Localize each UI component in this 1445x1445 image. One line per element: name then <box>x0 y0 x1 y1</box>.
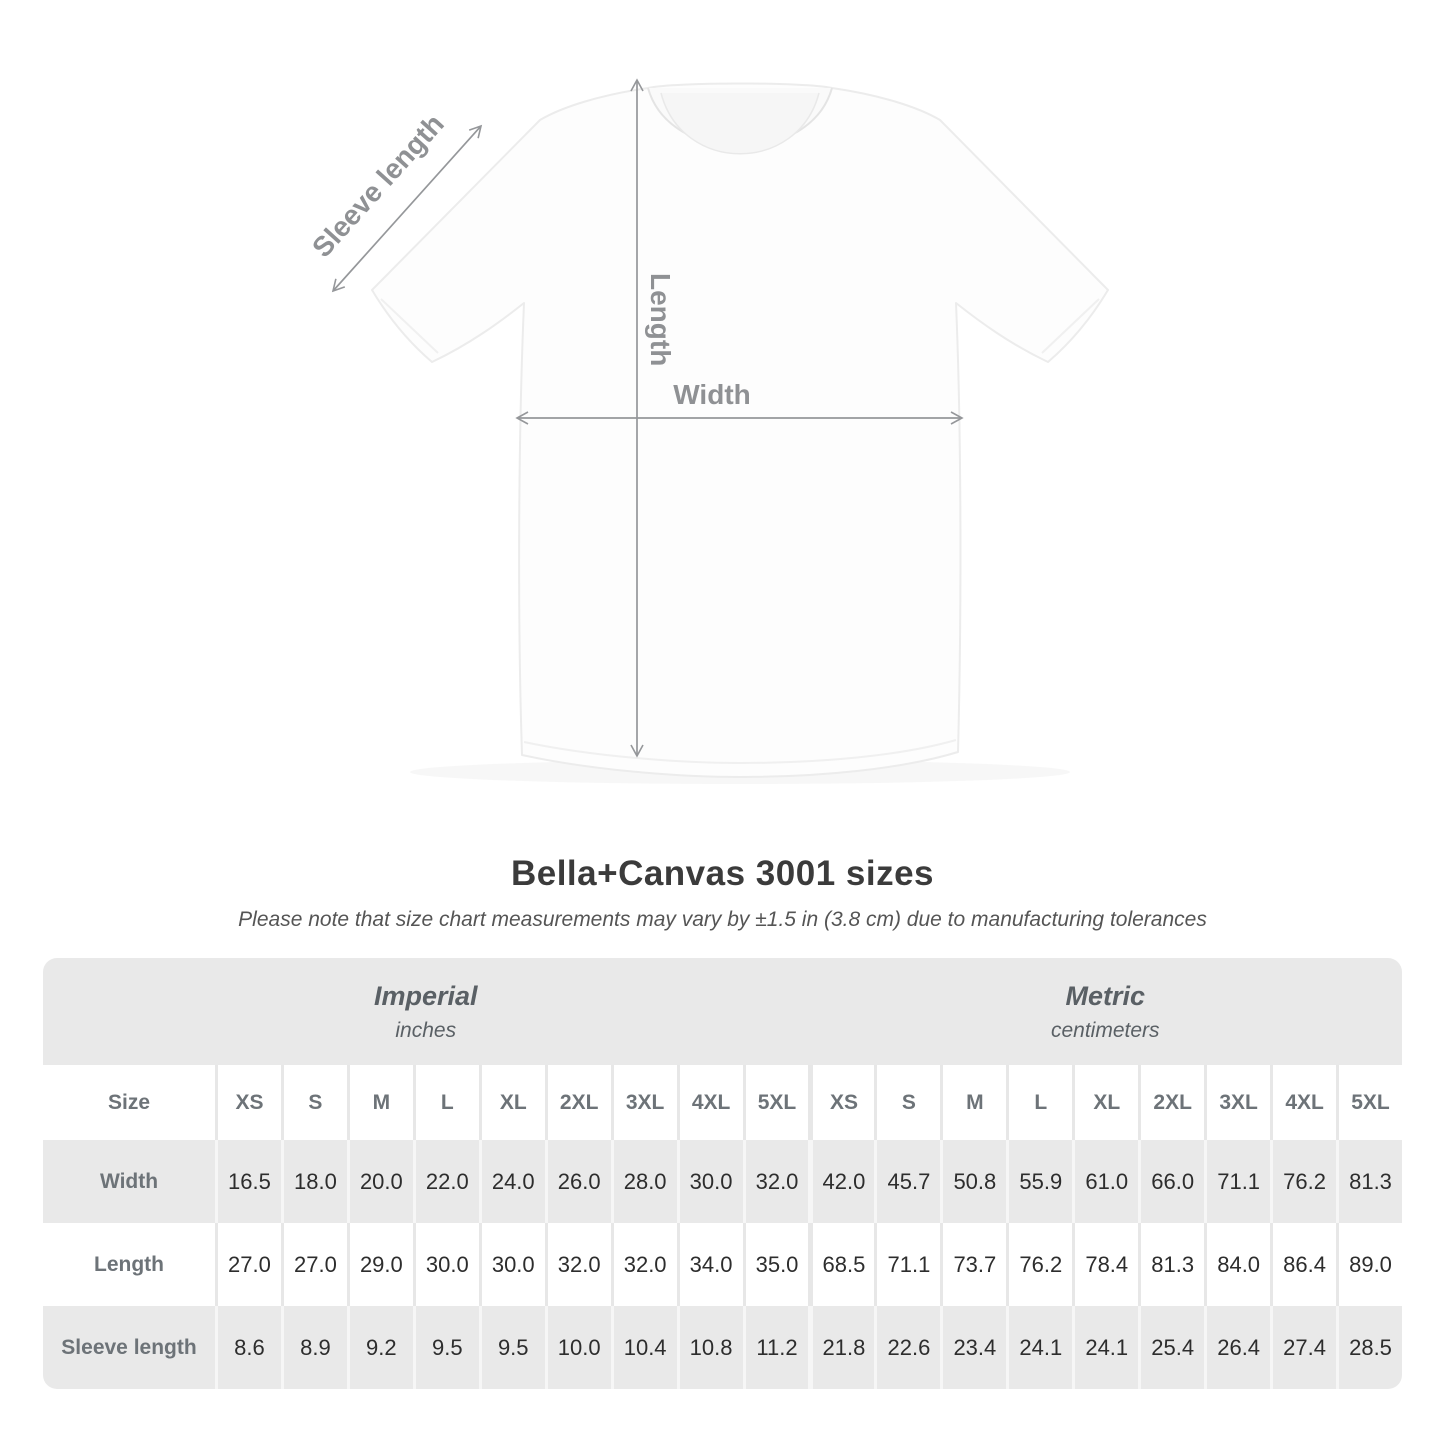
length-imperial-4xl: 34.0 <box>676 1223 743 1306</box>
width-imperial-xl: 24.0 <box>478 1140 545 1223</box>
sleeve-imperial-4xl: 10.8 <box>676 1306 743 1389</box>
width-imperial-l: 22.0 <box>412 1140 479 1223</box>
metric-sublabel: centimeters <box>1050 1018 1160 1042</box>
size-header-metric-xl: XL <box>1072 1065 1138 1140</box>
sleeve-metric-xl: 24.1 <box>1072 1306 1138 1389</box>
sleeve-length-arrow <box>331 124 483 293</box>
size-column-header: Size <box>107 1090 151 1114</box>
width-metric-3xl: 71.1 <box>1204 1140 1270 1223</box>
metric-header: Metric centimeters <box>809 958 1403 1065</box>
size-header-metric-5xl: 5XL <box>1336 1065 1402 1140</box>
sleeve-imperial-s: 8.9 <box>280 1306 347 1389</box>
length-imperial-l: 30.0 <box>412 1223 479 1306</box>
unit-header-row: Imperial inches Metric centimeters <box>43 958 1402 1065</box>
length-metric-3xl: 84.0 <box>1204 1223 1270 1306</box>
width-label: Width <box>673 379 751 410</box>
length-imperial-m: 29.0 <box>346 1223 413 1306</box>
tolerance-note: Please note that size chart measurements… <box>238 908 1207 931</box>
width-metric-4xl: 76.2 <box>1270 1140 1336 1223</box>
length-row: Length 27.0 27.0 29.0 30.0 30.0 32.0 32.… <box>43 1223 1402 1306</box>
sleeve-imperial-3xl: 10.4 <box>610 1306 677 1389</box>
sleeve-metric-s: 22.6 <box>874 1306 940 1389</box>
width-metric-l: 55.9 <box>1006 1140 1072 1223</box>
length-metric-4xl: 86.4 <box>1270 1223 1336 1306</box>
size-header-imperial-3xl: 3XL <box>610 1065 677 1140</box>
imperial-header: Imperial inches <box>43 958 809 1065</box>
sleeve-row-label: Sleeve length <box>61 1335 197 1359</box>
page-title: Bella+Canvas 3001 sizes <box>510 854 935 893</box>
width-metric-xs: 42.0 <box>808 1140 874 1223</box>
width-metric-5xl: 81.3 <box>1336 1140 1402 1223</box>
length-row-label: Length <box>94 1252 164 1276</box>
tshirt-graphic: Sleeve length Length Width <box>306 78 1109 784</box>
width-row: Width 16.5 18.0 20.0 22.0 24.0 26.0 28.0… <box>43 1140 1402 1223</box>
length-metric-m: 73.7 <box>940 1223 1006 1306</box>
width-row-label: Width <box>99 1169 159 1193</box>
length-label: Length <box>645 273 676 366</box>
tshirt-silhouette <box>371 82 1109 784</box>
length-metric-5xl: 89.0 <box>1336 1223 1402 1306</box>
size-header-imperial-4xl: 4XL <box>676 1065 743 1140</box>
size-header-metric-xs: XS <box>808 1065 874 1140</box>
size-header-metric-3xl: 3XL <box>1204 1065 1270 1140</box>
width-metric-s: 45.7 <box>874 1140 940 1223</box>
width-imperial-3xl: 28.0 <box>610 1140 677 1223</box>
size-header-metric-l: L <box>1006 1065 1072 1140</box>
width-imperial-s: 18.0 <box>280 1140 347 1223</box>
size-header-imperial-2xl: 2XL <box>544 1065 611 1140</box>
sleeve-metric-5xl: 28.5 <box>1336 1306 1402 1389</box>
length-imperial-xl: 30.0 <box>478 1223 545 1306</box>
length-metric-2xl: 81.3 <box>1138 1223 1204 1306</box>
sleeve-imperial-xl: 9.5 <box>478 1306 545 1389</box>
length-metric-s: 71.1 <box>874 1223 940 1306</box>
length-imperial-s: 27.0 <box>280 1223 347 1306</box>
size-header-imperial-l: L <box>412 1065 479 1140</box>
size-chart-table: Imperial inches Metric centimeters Size … <box>43 958 1402 1389</box>
sleeve-metric-4xl: 27.4 <box>1270 1306 1336 1389</box>
sleeve-metric-2xl: 25.4 <box>1138 1306 1204 1389</box>
sleeve-metric-3xl: 26.4 <box>1204 1306 1270 1389</box>
sleeve-imperial-5xl: 11.2 <box>742 1306 809 1389</box>
sleeve-imperial-l: 9.5 <box>412 1306 479 1389</box>
size-header-metric-m: M <box>940 1065 1006 1140</box>
size-header-imperial-xs: XS <box>215 1065 281 1140</box>
sleeve-imperial-xs: 8.6 <box>215 1306 281 1389</box>
size-header-imperial-m: M <box>346 1065 413 1140</box>
size-header-imperial-s: S <box>280 1065 347 1140</box>
imperial-label: Imperial <box>373 980 478 1011</box>
sleeve-imperial-2xl: 10.0 <box>544 1306 611 1389</box>
sleeve-metric-l: 24.1 <box>1006 1306 1072 1389</box>
length-metric-xs: 68.5 <box>808 1223 874 1306</box>
length-imperial-xs: 27.0 <box>215 1223 281 1306</box>
size-header-row: Size XS S M L XL 2XL 3XL 4XL 5XL XS S M … <box>43 1065 1402 1140</box>
width-imperial-xs: 16.5 <box>215 1140 281 1223</box>
size-header-imperial-5xl: 5XL <box>742 1065 809 1140</box>
imperial-sublabel: inches <box>395 1018 457 1042</box>
sleeve-metric-m: 23.4 <box>940 1306 1006 1389</box>
width-imperial-2xl: 26.0 <box>544 1140 611 1223</box>
length-imperial-5xl: 35.0 <box>742 1223 809 1306</box>
width-metric-m: 50.8 <box>940 1140 1006 1223</box>
tshirt-measurement-diagram: Sleeve length Length Width <box>306 78 1109 784</box>
length-metric-xl: 78.4 <box>1072 1223 1138 1306</box>
width-imperial-5xl: 32.0 <box>742 1140 809 1223</box>
width-imperial-4xl: 30.0 <box>676 1140 743 1223</box>
width-imperial-m: 20.0 <box>346 1140 413 1223</box>
size-header-metric-4xl: 4XL <box>1270 1065 1336 1140</box>
width-metric-2xl: 66.0 <box>1138 1140 1204 1223</box>
metric-label: Metric <box>1065 980 1146 1011</box>
size-header-metric-s: S <box>874 1065 940 1140</box>
sleeve-length-row: Sleeve length 8.6 8.9 9.2 9.5 9.5 10.0 1… <box>43 1306 1402 1389</box>
sleeve-imperial-m: 9.2 <box>346 1306 413 1389</box>
sleeve-metric-xs: 21.8 <box>808 1306 874 1389</box>
length-metric-l: 76.2 <box>1006 1223 1072 1306</box>
length-imperial-3xl: 32.0 <box>610 1223 677 1306</box>
size-header-imperial-xl: XL <box>478 1065 545 1140</box>
length-imperial-2xl: 32.0 <box>544 1223 611 1306</box>
size-header-metric-2xl: 2XL <box>1138 1065 1204 1140</box>
width-metric-xl: 61.0 <box>1072 1140 1138 1223</box>
